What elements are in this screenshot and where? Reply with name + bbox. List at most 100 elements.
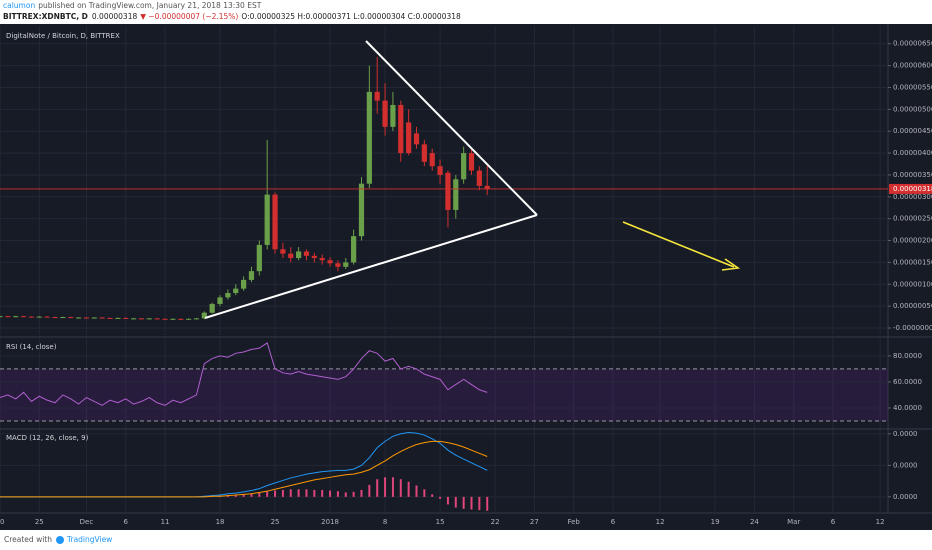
y-tick-label: 0.0000 xyxy=(893,461,918,469)
candle-body xyxy=(319,258,325,261)
band-fill xyxy=(0,368,888,421)
candle-body xyxy=(146,318,152,320)
candle-body xyxy=(28,316,35,318)
y-tick-label: 0.00000150 xyxy=(893,258,932,266)
x-tick-label: 12 xyxy=(876,518,885,526)
candle-body xyxy=(13,316,19,318)
candle-body xyxy=(358,183,365,237)
candle-body xyxy=(382,100,388,127)
candle-body xyxy=(241,279,247,289)
candle-body xyxy=(374,91,380,101)
candle-body xyxy=(296,251,302,259)
candle-body xyxy=(233,288,239,294)
candle-body xyxy=(193,318,200,320)
candle-body xyxy=(445,172,451,210)
candle-body xyxy=(138,318,145,320)
candle-body xyxy=(83,317,90,319)
x-tick-label: 6 xyxy=(831,518,836,526)
y-tick-label: 0.00000550 xyxy=(893,83,932,91)
histogram-bar xyxy=(470,496,473,510)
candle-body xyxy=(366,91,372,184)
candle-body xyxy=(44,316,50,318)
histogram-bar xyxy=(423,489,426,497)
candle-body xyxy=(461,153,467,180)
candle-body xyxy=(60,317,66,319)
histogram-bar xyxy=(462,496,465,509)
candle-body xyxy=(201,312,207,319)
y-tick-label: 0.00000050 xyxy=(893,302,932,310)
candle-body xyxy=(311,255,317,259)
y-tick-label: 0.00000500 xyxy=(893,105,932,113)
histogram-bar xyxy=(368,484,371,497)
candle-body xyxy=(68,317,74,319)
candle-body xyxy=(406,122,412,154)
symbol-line: BITTREX:XDNBTC, D 0.00000318 ▼ −0.00000007… xyxy=(3,12,461,21)
histogram-bar xyxy=(407,481,410,497)
last-price-label: 0.00000318 xyxy=(893,185,932,193)
chart-title: MACD (12, 26, close, 9) xyxy=(6,434,89,442)
candle-body xyxy=(217,297,223,304)
y-tick-label: 0.00000400 xyxy=(893,149,932,157)
candle-body xyxy=(437,166,443,175)
histogram-bar xyxy=(486,496,489,511)
chart-title: DigitalNote / Bitcoin, D, BITTREX xyxy=(6,32,120,40)
histogram-bar xyxy=(274,490,277,497)
candle-body xyxy=(0,316,3,318)
candle-body xyxy=(107,317,113,319)
symbol: BITTREX:XDNBTC, D xyxy=(3,12,88,21)
histogram-bar xyxy=(250,493,253,497)
candle-body xyxy=(130,318,137,320)
candle-body xyxy=(476,170,482,186)
candle-body xyxy=(115,317,121,319)
y-tick-label: 0.00000650 xyxy=(893,40,932,48)
y-tick-label: 0.0000 xyxy=(893,430,918,438)
candle-body xyxy=(280,249,286,254)
x-tick-label: 8 xyxy=(383,518,387,526)
candle-body xyxy=(225,293,231,298)
histogram-bar xyxy=(281,489,284,497)
rsi-line xyxy=(0,342,488,406)
candle-body xyxy=(248,271,255,280)
chart-title: RSI (14, close) xyxy=(6,343,57,351)
x-tick-label: 24 xyxy=(750,518,759,526)
x-tick-label: Dec xyxy=(80,518,94,526)
histogram-bar xyxy=(431,494,434,497)
histogram-bar xyxy=(289,489,292,497)
footer-bg xyxy=(0,530,932,550)
x-tick-label: 15 xyxy=(436,518,445,526)
x-tick-label: 20 xyxy=(0,518,4,526)
candle-body xyxy=(36,316,42,318)
histogram-bar xyxy=(439,496,442,499)
arrow-head xyxy=(721,258,741,271)
macd-line xyxy=(0,440,488,498)
histogram-bar xyxy=(391,477,394,497)
histogram-bar xyxy=(399,479,402,497)
candle-body xyxy=(484,185,490,189)
candle-body xyxy=(413,133,420,145)
candle-body xyxy=(288,253,294,259)
candle-body xyxy=(390,104,396,127)
x-tick-label: 25 xyxy=(271,518,280,526)
trend-line xyxy=(365,40,538,216)
x-tick-label: 6 xyxy=(611,518,616,526)
histogram-bar xyxy=(446,496,449,505)
histogram-bar xyxy=(376,479,379,497)
histogram-bar xyxy=(415,485,418,497)
candle-body xyxy=(99,317,105,319)
histogram-bar xyxy=(344,492,347,497)
x-tick-label: 11 xyxy=(161,518,170,526)
y-tick-label: 0.00000250 xyxy=(893,215,932,223)
x-tick-label: Mar xyxy=(787,518,800,526)
candle-body xyxy=(453,179,459,210)
candle-body xyxy=(327,260,333,264)
histogram-bar xyxy=(352,491,355,497)
publish-line: calumon published on TradingView.com, Jan… xyxy=(3,1,262,10)
header-bg xyxy=(0,0,932,24)
histogram-bar xyxy=(329,490,332,497)
chart-bg xyxy=(0,24,932,530)
histogram-bar xyxy=(360,489,363,497)
candle-body xyxy=(351,236,357,263)
published: published on TradingView.com, January 21… xyxy=(38,1,261,10)
